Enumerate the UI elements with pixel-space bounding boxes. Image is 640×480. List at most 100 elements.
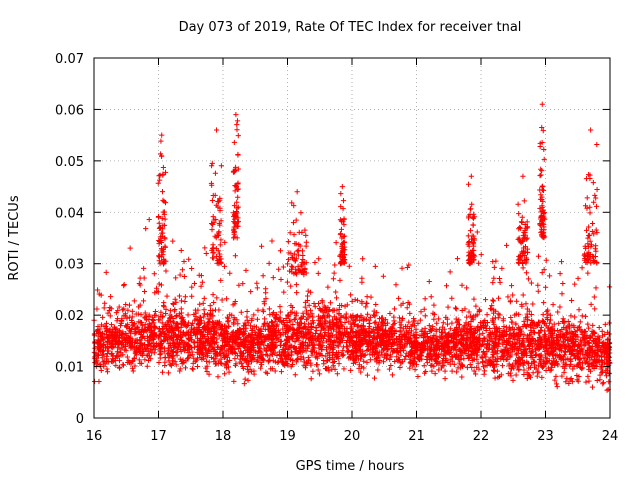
data-point (342, 319, 348, 326)
data-point (387, 310, 393, 317)
data-point (165, 370, 172, 376)
data-point (586, 325, 592, 331)
data-point (400, 300, 406, 306)
x-tick-label: 18 (215, 429, 232, 444)
data-point (459, 307, 465, 314)
data-point (604, 387, 610, 393)
data-point (406, 301, 413, 307)
data-point (144, 363, 150, 369)
data-points (91, 101, 613, 393)
data-point (568, 375, 574, 382)
data-point (324, 357, 331, 364)
data-point (192, 317, 198, 323)
data-point (314, 355, 321, 361)
data-point (176, 293, 183, 299)
data-point (103, 320, 110, 326)
data-point (320, 335, 327, 342)
data-point (566, 380, 572, 387)
data-point (407, 365, 413, 371)
data-point (321, 332, 328, 338)
data-point (206, 359, 212, 365)
data-point (243, 267, 249, 274)
data-point (187, 334, 193, 340)
data-point (413, 326, 419, 332)
data-point (599, 369, 606, 375)
data-point (163, 268, 169, 274)
data-point (190, 366, 196, 372)
data-point (491, 367, 497, 373)
data-point (308, 330, 314, 336)
data-point (293, 313, 299, 319)
y-tick-label: 0.06 (55, 103, 84, 118)
data-point (525, 276, 532, 282)
data-point (202, 245, 208, 251)
data-point (596, 324, 602, 331)
data-point (526, 373, 533, 379)
data-point (183, 324, 189, 330)
data-point (295, 356, 301, 362)
data-point (240, 280, 246, 287)
data-point (178, 247, 184, 254)
data-point (113, 353, 119, 359)
data-point (189, 284, 195, 290)
chart-title: Day 073 of 2019, Rate Of TEC Index for r… (179, 20, 522, 35)
data-point (476, 260, 482, 266)
data-point (115, 308, 121, 314)
data-point (484, 319, 491, 326)
data-point (583, 379, 589, 385)
data-point (132, 363, 138, 369)
data-point (453, 316, 459, 322)
data-point (422, 296, 428, 302)
data-point (185, 312, 191, 318)
data-point (191, 280, 198, 287)
data-point (173, 349, 179, 356)
data-point (530, 301, 536, 307)
data-point (280, 264, 286, 270)
data-point (236, 282, 242, 288)
data-point (332, 366, 338, 372)
data-point (191, 355, 197, 361)
data-point (272, 344, 279, 350)
data-point (426, 322, 432, 329)
data-point (240, 363, 246, 370)
data-point (499, 362, 506, 369)
data-point (146, 216, 152, 223)
data-point (539, 374, 545, 381)
data-point (603, 373, 610, 379)
data-point (535, 253, 542, 259)
data-point (543, 257, 549, 263)
data-point (585, 270, 591, 276)
data-point (551, 321, 557, 327)
data-point (219, 297, 225, 303)
data-point (315, 367, 321, 373)
data-point (430, 324, 436, 330)
x-tick-label: 23 (537, 429, 554, 444)
data-point (315, 270, 321, 276)
data-point (418, 309, 424, 315)
data-point (173, 275, 179, 281)
data-point (312, 259, 318, 266)
x-tick-label: 19 (279, 429, 296, 444)
data-point (253, 324, 260, 330)
data-point (120, 307, 126, 313)
data-point (543, 284, 549, 290)
data-point (447, 269, 453, 275)
data-point (269, 238, 275, 244)
y-tick-label: 0.01 (55, 361, 84, 376)
data-point (314, 362, 320, 368)
data-point (591, 294, 597, 300)
x-tick-label: 21 (408, 429, 425, 444)
data-point (491, 321, 497, 327)
data-point (373, 319, 379, 325)
data-point (556, 320, 562, 327)
y-tick-label: 0.07 (55, 52, 84, 67)
x-tick-label: 22 (473, 429, 490, 444)
data-point (231, 378, 237, 385)
data-point (308, 325, 314, 331)
data-point (606, 284, 613, 290)
data-point (483, 327, 489, 334)
y-tick-label: 0.02 (55, 309, 84, 324)
data-point (407, 310, 413, 317)
data-point (579, 366, 585, 372)
